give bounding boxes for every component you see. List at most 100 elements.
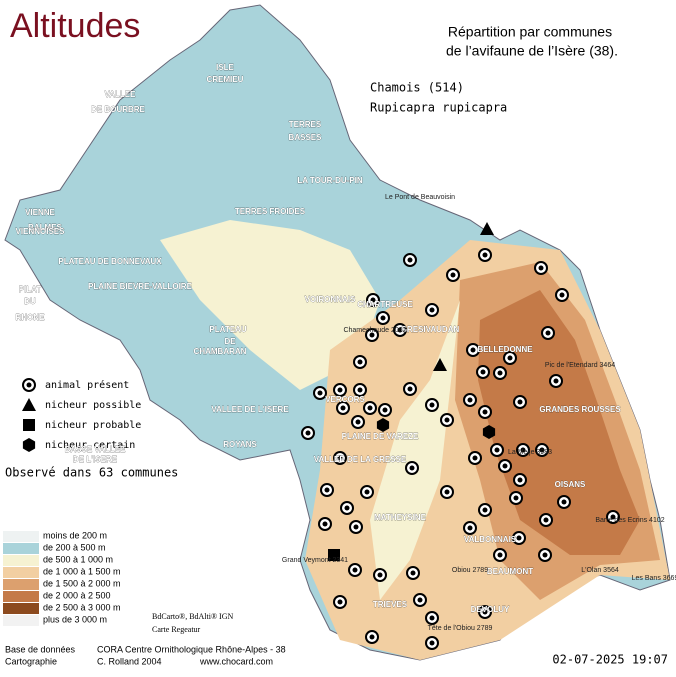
marker-present-core [382, 407, 388, 413]
marker-present-core [367, 405, 373, 411]
legend-swatch [3, 579, 39, 590]
marker-present-core [409, 465, 415, 471]
legend-label: plus de 3 000 m [43, 614, 107, 624]
legend-label: animal présent [45, 379, 129, 391]
marker-present-core [543, 517, 549, 523]
marker-possible [22, 398, 36, 411]
marker-present-core [517, 399, 523, 405]
marker-present-core [429, 307, 435, 313]
legend-label: moins de 200 m [43, 530, 107, 540]
legend-label: de 2 500 à 3 000 m [43, 602, 121, 612]
marker-present-core [364, 489, 370, 495]
region-label: CREMIEU [207, 75, 244, 84]
region-label: CHAMBARAN [194, 347, 247, 356]
marker-possible [480, 222, 494, 235]
marker-present-core [26, 382, 32, 388]
legend-label: de 1 500 à 2 000 m [43, 578, 121, 588]
region-label: TRIEVES [373, 600, 408, 609]
marker-present-core [340, 405, 346, 411]
legend-label: nicheur probable [45, 420, 141, 431]
region-label: BALMES [28, 223, 62, 232]
place-label: Le Pont de Beauvoisin [385, 194, 455, 201]
region-label: OISANS [555, 480, 586, 489]
legend-swatch [3, 531, 39, 542]
region-label: DEVOLUY [471, 605, 510, 614]
region-label: PLAINE DE VAREZE [342, 432, 419, 441]
observations [301, 222, 620, 650]
legend-label: de 2 000 à 2 500 [43, 590, 111, 600]
marker-present-core [482, 409, 488, 415]
region-label: BELLEDONNE [477, 345, 533, 354]
region-label: ROYANS [223, 440, 257, 449]
marker-present-core [517, 477, 523, 483]
marker-present-core [470, 347, 476, 353]
marker-present-core [407, 386, 413, 392]
place-label: Chamechaude 2082 [343, 327, 406, 334]
marker-present-core [559, 292, 565, 298]
marker-possible [433, 358, 447, 371]
zone-2000-2500 [478, 290, 640, 555]
marker-present-core [516, 535, 522, 541]
legend-swatch [3, 567, 39, 578]
marker-present-core [610, 514, 616, 520]
marker-present-core [429, 640, 435, 646]
date: 02-07-2025 19:07 [552, 653, 668, 667]
species-latin: Rupicapra rupicapra [370, 101, 507, 115]
marker-present-core [444, 489, 450, 495]
marker-present-core [344, 505, 350, 511]
region-label: CHARTREUSE [357, 300, 413, 309]
marker-present-core [377, 572, 383, 578]
marker-present-core [507, 355, 513, 361]
footer-url: www.chocard.com [199, 656, 273, 666]
marker-present-core [337, 387, 343, 393]
marker-present-core [357, 359, 363, 365]
marker-present-core [352, 567, 358, 573]
altitude-legend: moins de 200 m de 200 à 500 m de 500 à 1 0… [3, 530, 121, 626]
legend-label: nicheur possible [45, 400, 141, 411]
marker-present-core [542, 552, 548, 558]
footer-label: Cartographie [5, 656, 57, 666]
place-label: L'Olan 3564 [581, 567, 619, 574]
species-common: Chamois (514) [370, 81, 464, 95]
legend-swatch [3, 603, 39, 614]
marker-present-core [324, 487, 330, 493]
footer-label: Base de données [5, 644, 76, 654]
legend-label: nicheur certain [45, 440, 135, 451]
legend-label: de 200 à 500 m [43, 542, 106, 552]
marker-present-core [417, 597, 423, 603]
marker-present-core [429, 402, 435, 408]
region-label: TERRES FROIDES [235, 207, 306, 216]
symbol-legend: animal présent nicheur possible nicheur pr… [22, 378, 141, 452]
place-label: Obiou 2789 [452, 567, 488, 574]
marker-certain [482, 425, 496, 439]
region-label: GRESIVAUDAN [401, 325, 460, 334]
marker-present-core [467, 525, 473, 531]
marker-certain [22, 438, 36, 452]
marker-present-core [370, 297, 376, 303]
region-label: VERCORS [325, 395, 365, 404]
place-label: Les Bans 3669 [632, 575, 676, 582]
marker-present-core [480, 369, 486, 375]
marker-present-core [467, 397, 473, 403]
region-label: TERRES [289, 120, 322, 129]
zone-500-1000 [160, 220, 380, 390]
marker-present-core [305, 430, 311, 436]
region-label: VOIRONNAIS [305, 295, 356, 304]
region-label: RHONE [16, 313, 46, 322]
marker-present-core [561, 499, 567, 505]
marker-present-core [317, 390, 323, 396]
marker-present-core [545, 330, 551, 336]
marker-probable [23, 419, 35, 431]
marker-present-core [472, 455, 478, 461]
place-label: Tête de l'Obiou 2789 [428, 625, 493, 632]
credit: Carte Regeatur [152, 625, 201, 634]
region-label: VALLEE DE L'ISERE [211, 405, 289, 414]
region-label: LA TOUR-DU-PIN [297, 176, 363, 185]
marker-present-core [539, 447, 545, 453]
region-label: PLAINE BIEVRE-VALLOIRE [88, 282, 193, 291]
marker-present-core [369, 634, 375, 640]
marker-present-core [450, 272, 456, 278]
marker-present-core [407, 257, 413, 263]
marker-present-core [494, 447, 500, 453]
